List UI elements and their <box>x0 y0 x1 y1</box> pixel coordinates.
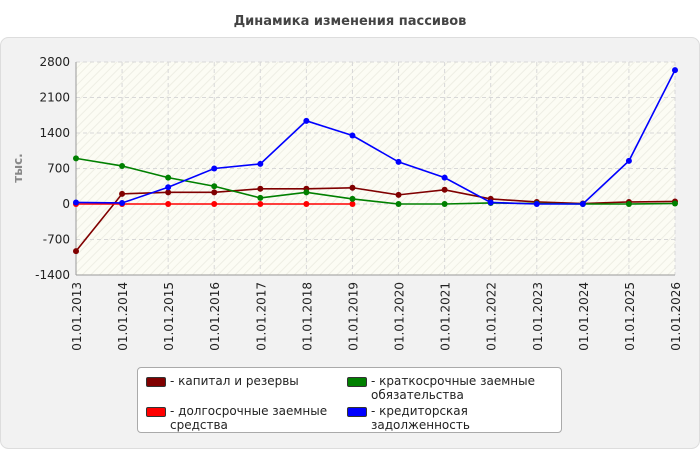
x-tick-label: 01.01.2016 <box>208 282 222 351</box>
x-tick-label: 01.01.2024 <box>577 282 591 351</box>
legend-item[interactable]: - капитал и резервы <box>146 374 341 402</box>
data-point <box>119 199 126 206</box>
data-point <box>625 157 632 164</box>
x-tick-label: 01.01.2019 <box>346 282 360 351</box>
x-tick-label: 01.01.2015 <box>162 282 176 351</box>
legend-label: - кредиторская задолженность <box>371 404 470 432</box>
data-point <box>257 160 264 167</box>
data-point <box>211 183 218 190</box>
legend-label: - капитал и резервы <box>170 374 299 388</box>
data-point <box>165 184 172 191</box>
data-point <box>119 190 126 197</box>
data-point <box>487 199 494 206</box>
y-tick-label: 2800 <box>39 55 70 69</box>
legend-swatch <box>146 407 166 417</box>
legend-item[interactable]: - кредиторская задолженность <box>347 404 567 432</box>
data-point <box>349 201 356 207</box>
data-point <box>579 201 586 207</box>
legend-swatch <box>146 377 166 387</box>
data-point <box>441 174 448 181</box>
data-point <box>165 189 172 196</box>
data-point <box>349 184 356 191</box>
data-point <box>395 191 402 198</box>
legend-item[interactable]: - краткосрочные заемные обязательства <box>347 374 567 402</box>
data-point <box>349 195 356 202</box>
data-point <box>257 201 264 207</box>
data-point <box>257 185 264 192</box>
data-point <box>303 189 310 196</box>
data-point <box>395 158 402 165</box>
data-point <box>165 201 172 207</box>
chart-title: Динамика изменения пассивов <box>234 14 467 29</box>
y-tick-label: 700 <box>47 162 70 176</box>
data-point <box>257 194 264 201</box>
data-point <box>533 201 540 207</box>
plot-area <box>76 62 675 275</box>
series-line <box>75 69 676 205</box>
data-point <box>211 189 218 196</box>
data-point <box>73 199 79 206</box>
x-tick-label: 01.01.2021 <box>439 282 453 351</box>
data-point <box>211 201 218 207</box>
legend-swatch <box>347 407 367 417</box>
y-tick-label: 1400 <box>39 126 70 140</box>
data-point <box>73 155 79 162</box>
x-tick-label: 01.01.2026 <box>669 282 683 351</box>
legend-swatch <box>347 377 367 387</box>
y-tick-label: 2100 <box>39 91 70 105</box>
legend-item[interactable]: - долгосрочные заемные средства <box>146 404 341 432</box>
legend: - капитал и резервы - долгосрочные заемны… <box>137 367 562 433</box>
data-point <box>395 201 402 207</box>
x-tick-label: 01.01.2022 <box>485 282 499 351</box>
x-tick-label: 01.01.2020 <box>393 282 407 351</box>
x-tick-label: 01.01.2023 <box>531 282 545 351</box>
x-tick-label: 01.01.2014 <box>116 282 130 351</box>
data-point <box>441 186 448 193</box>
legend-label: - долгосрочные заемные средства <box>170 404 328 432</box>
data-point <box>625 201 632 207</box>
x-tick-label: 01.01.2025 <box>623 282 637 351</box>
data-point <box>672 67 678 74</box>
data-point <box>672 200 678 207</box>
data-point <box>303 201 310 207</box>
y-tick-label: -700 <box>43 233 70 247</box>
x-tick-label: 01.01.2018 <box>300 282 314 351</box>
y-tick-label: -1400 <box>35 268 70 282</box>
legend-label: - краткосрочные заемные обязательства <box>371 374 535 402</box>
data-point <box>211 165 218 172</box>
y-tick-label: 0 <box>62 197 70 211</box>
data-point <box>119 162 126 169</box>
x-tick-label: 01.01.2017 <box>254 282 268 351</box>
data-point <box>303 117 310 124</box>
data-point <box>73 248 79 255</box>
x-tick-label: 01.01.2013 <box>70 282 84 351</box>
y-axis-label: тыс. <box>11 153 25 182</box>
data-point <box>165 174 172 181</box>
data-point <box>349 132 356 139</box>
data-point <box>441 201 448 207</box>
